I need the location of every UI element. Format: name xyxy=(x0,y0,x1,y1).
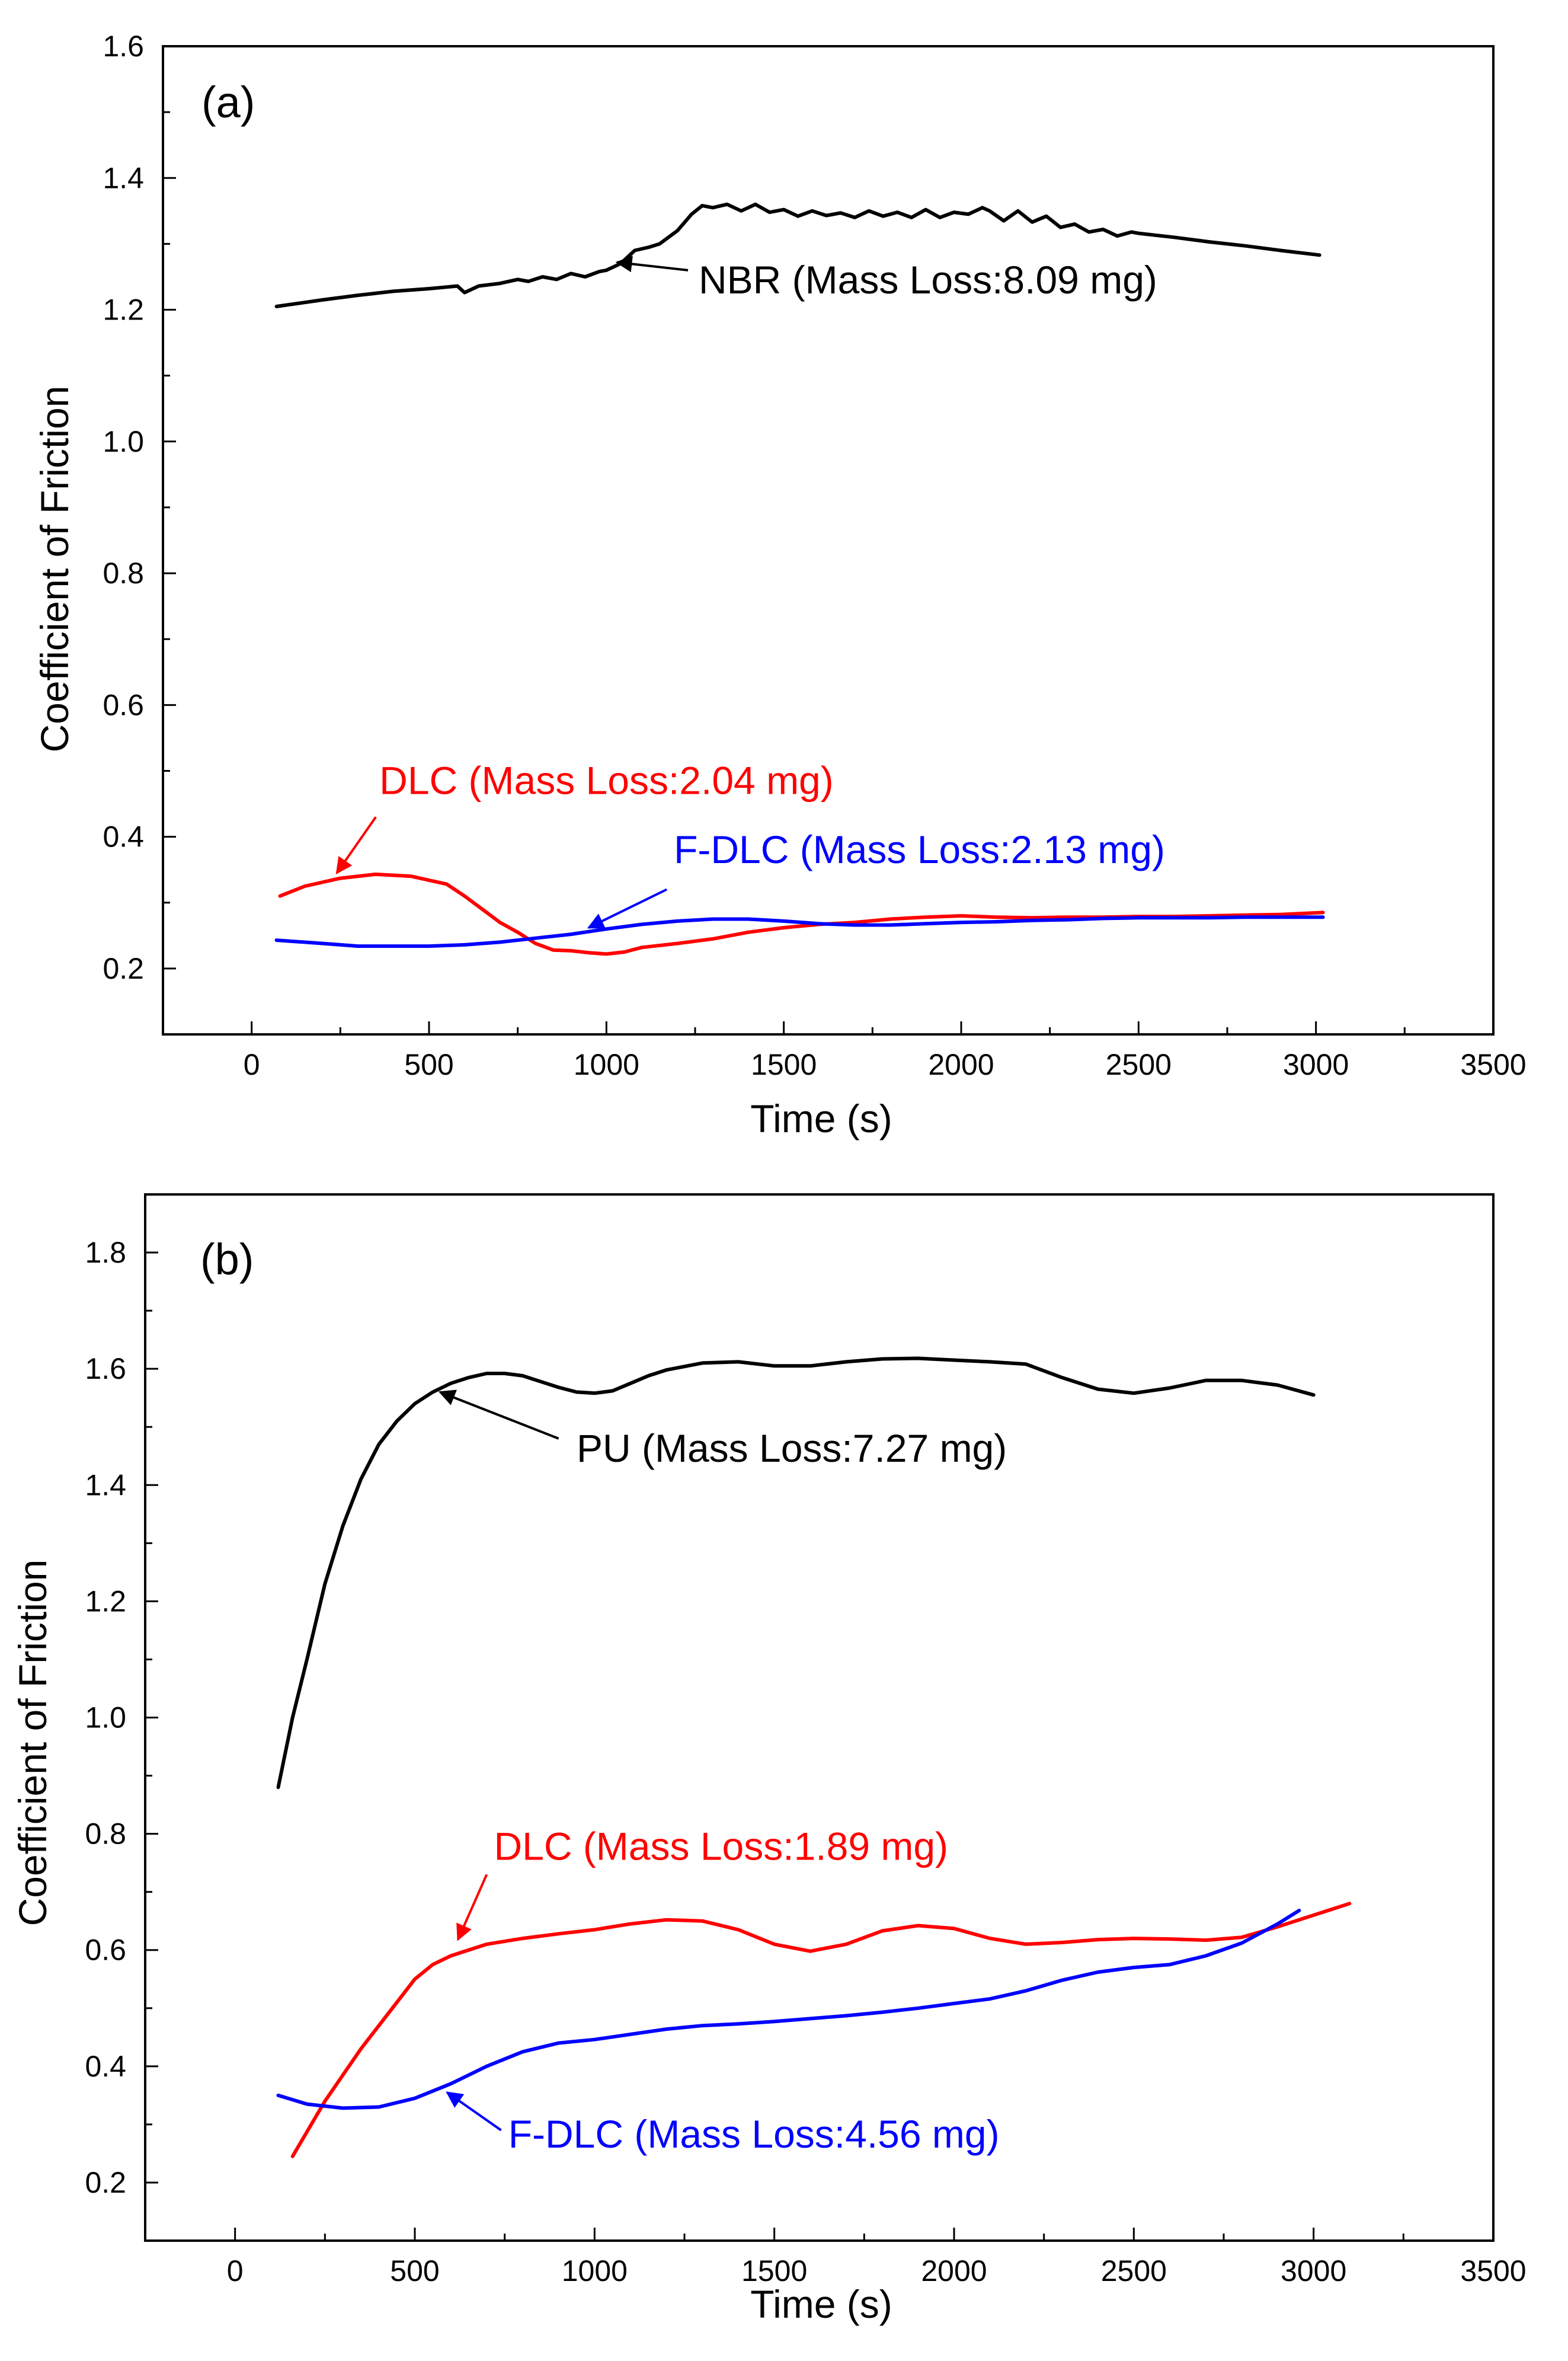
y-tick-label: 0.2 xyxy=(103,952,144,985)
y-tick-label: 1.8 xyxy=(85,1236,126,1269)
series-line-nbr xyxy=(274,202,1321,308)
x-tick-label: 3500 xyxy=(1460,1048,1526,1081)
x-axis-title: Time (s) xyxy=(750,1097,892,1140)
plot-frame xyxy=(144,1193,1495,2242)
annotation-label: DLC (Mass Loss:1.89 mg) xyxy=(494,1825,948,1868)
x-tick-label: 3000 xyxy=(1281,2254,1346,2287)
x-tick-label: 1000 xyxy=(562,2254,628,2287)
x-tick-label: 3500 xyxy=(1460,2254,1526,2287)
y-tick-label: 1.6 xyxy=(103,30,144,63)
y-tick-label: 0.4 xyxy=(85,2050,126,2083)
x-tick-label: 1000 xyxy=(574,1048,639,1081)
annotation-label: NBR (Mass Loss:8.09 mg) xyxy=(699,258,1157,302)
y-tick-label: 0.4 xyxy=(103,820,144,854)
x-tick-label: 0 xyxy=(244,1048,260,1081)
x-tick-label: 500 xyxy=(404,1048,453,1081)
y-tick-label: 1.0 xyxy=(85,1701,126,1734)
annotation-label: PU (Mass Loss:7.27 mg) xyxy=(577,1426,1007,1470)
y-tick-label: 1.2 xyxy=(85,1584,126,1618)
x-tick-label: 0 xyxy=(227,2254,244,2287)
x-tick-label: 1500 xyxy=(741,2254,807,2287)
x-tick-label: 500 xyxy=(390,2254,439,2287)
y-tick-label: 0.6 xyxy=(85,1934,126,1967)
x-tick-label: 2000 xyxy=(928,1048,994,1081)
annotation-label: F-DLC (Mass Loss:4.56 mg) xyxy=(508,2112,1000,2156)
y-tick-label: 0.2 xyxy=(85,2166,126,2199)
series-line-dlc xyxy=(290,1902,1352,2158)
annotation-label: F-DLC (Mass Loss:2.13 mg) xyxy=(674,828,1165,871)
panel-label: (b) xyxy=(200,1235,254,1284)
y-tick-label: 1.2 xyxy=(103,293,144,327)
annotation-arrow xyxy=(587,888,667,929)
y-axis-title: Coefficient of Friction xyxy=(11,1560,55,1927)
y-tick-label: 0.8 xyxy=(103,557,144,590)
x-tick-label: 2000 xyxy=(921,2254,987,2287)
panel-a: (a) Time (s) Coefficient of Friction 0 50… xyxy=(33,30,1527,1140)
y-axis-title: Coefficient of Friction xyxy=(33,386,76,753)
series-line-dlc xyxy=(278,872,1325,956)
panel-label: (a) xyxy=(201,78,255,127)
panel-b: (b) Time (s) Coefficient of Friction 0 50… xyxy=(11,1193,1527,2326)
x-tick-label: 1500 xyxy=(751,1048,817,1081)
annotation-arrow xyxy=(446,2091,502,2132)
annotation-arrow xyxy=(456,1874,488,1941)
series-line-f-dlc xyxy=(276,1909,1301,2110)
series-line-pu xyxy=(276,1356,1316,1790)
plot-frame xyxy=(162,45,1495,1036)
y-tick-label: 1.0 xyxy=(103,425,144,458)
annotation-arrow xyxy=(615,255,689,273)
annotation-arrow xyxy=(335,816,377,875)
y-tick-label: 0.8 xyxy=(85,1817,126,1851)
x-tick-label: 3000 xyxy=(1283,1048,1349,1081)
x-axis-title: Time (s) xyxy=(750,2282,892,2326)
y-tick-label: 1.4 xyxy=(103,161,144,194)
annotation-arrow xyxy=(438,1389,559,1440)
series-line-f-dlc xyxy=(274,915,1325,948)
y-tick-label: 0.6 xyxy=(103,688,144,721)
x-tick-label: 2500 xyxy=(1101,2254,1167,2287)
y-tick-label: 1.6 xyxy=(85,1352,126,1385)
x-tick-label: 2500 xyxy=(1106,1048,1172,1081)
annotation-label: DLC (Mass Loss:2.04 mg) xyxy=(379,758,834,802)
y-tick-label: 1.4 xyxy=(85,1468,126,1501)
